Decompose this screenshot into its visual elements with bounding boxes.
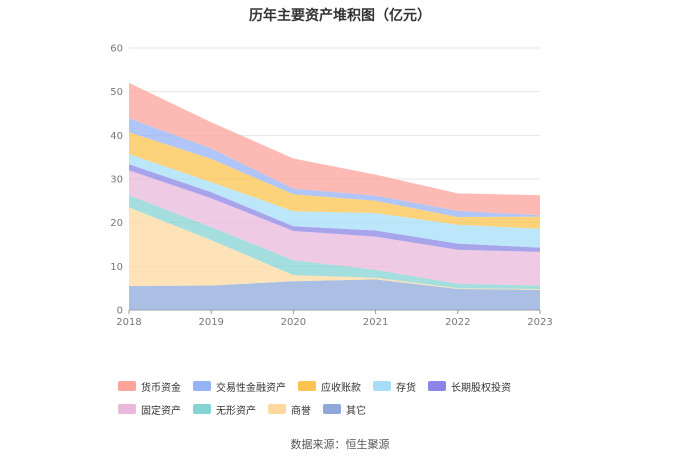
x-tick-label: 2022 (445, 317, 470, 328)
legend-label: 无形资产 (216, 405, 256, 417)
y-tick-label: 50 (110, 87, 123, 98)
legend-swatch (298, 381, 316, 391)
data-source-text: 数据来源：恒生聚源 (290, 438, 390, 451)
legend-item[interactable]: 货币资金 (118, 379, 181, 394)
legend-item[interactable]: 商誉 (268, 402, 311, 417)
legend-item[interactable]: 无形资产 (193, 402, 256, 417)
y-tick-label: 40 (110, 131, 123, 142)
area-series-固定资产 (129, 170, 540, 286)
stacked-area-chart: 0 10 20 30 40 50 60 2018 2019 2020 2021 2022 2023 (110, 44, 552, 329)
legend-item[interactable]: 交易性金融资产 (193, 379, 286, 394)
legend-label: 货币资金 (141, 382, 181, 394)
y-tick-label: 0 (117, 306, 123, 317)
y-tick-label: 60 (110, 44, 123, 55)
legend-label: 交易性金融资产 (216, 382, 286, 394)
legend-swatch (428, 381, 446, 391)
legend-item[interactable]: 其它 (323, 402, 366, 417)
legend-item[interactable]: 存货 (373, 379, 416, 394)
x-tick-label: 2019 (198, 317, 223, 328)
legend-swatch (323, 404, 341, 414)
area-series-交易性金融资产 (129, 118, 540, 217)
area-series-货币资金 (129, 82, 540, 216)
legend-label: 长期股权投资 (451, 382, 511, 394)
legend-label: 商誉 (291, 405, 311, 417)
legend-swatch (118, 381, 136, 391)
area-series-无形资产 (129, 195, 540, 289)
legend-label: 存货 (396, 382, 416, 394)
legend-swatch (193, 381, 211, 391)
legend-label: 固定资产 (141, 405, 181, 417)
legend-item[interactable]: 应收账款 (298, 379, 361, 394)
legend-item[interactable]: 长期股权投资 (428, 379, 511, 394)
area-series-其它 (129, 279, 540, 310)
y-tick-label: 10 (110, 262, 123, 273)
area-series-存货 (129, 154, 540, 248)
legend-swatch (268, 404, 286, 414)
legend-swatch (373, 381, 391, 391)
area-series-应收账款 (129, 132, 540, 229)
legend-swatch (193, 404, 211, 414)
legend-item[interactable]: 固定资产 (118, 402, 181, 417)
x-tick-label: 2023 (527, 317, 552, 328)
area-series-商誉 (129, 207, 540, 290)
legend-label: 应收账款 (321, 382, 361, 394)
legend-swatch (118, 404, 136, 414)
legend-label: 其它 (346, 405, 366, 417)
chart-title: 历年主要资产堆积图（亿元） (249, 8, 431, 24)
x-tick-label: 2021 (363, 317, 388, 328)
chart-legend: 货币资金 交易性金融资产 应收账款 存货 长期股权投资固定资产 无形资产 商誉 其它 (118, 376, 578, 422)
y-tick-label: 30 (110, 175, 123, 186)
x-tick-label: 2020 (281, 317, 306, 328)
y-tick-label: 20 (110, 218, 123, 229)
x-tick-label: 2018 (116, 317, 141, 328)
